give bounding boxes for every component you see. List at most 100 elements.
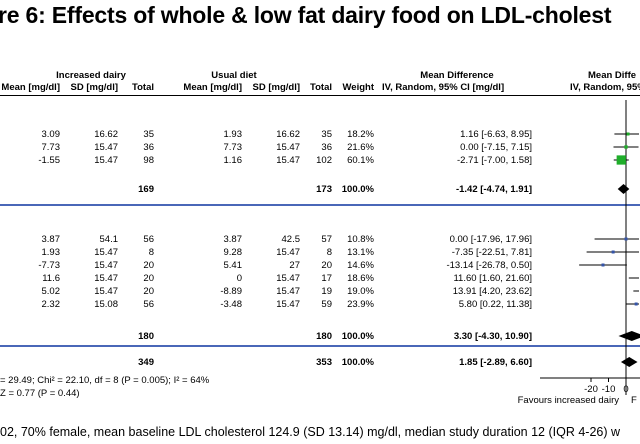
point-estimate-marker (624, 145, 628, 149)
col-md-method: IV, Random, 95% CI [mg/dl] (382, 82, 505, 93)
cell-sd1: 15.47 (94, 142, 118, 153)
cell-weight: 13.1% (347, 247, 374, 258)
cell-n1: 35 (143, 129, 154, 140)
cell-sd2: 16.62 (276, 129, 300, 140)
cell-sd2: 15.47 (276, 286, 300, 297)
subtotal-weight: 100.0% (341, 331, 374, 342)
cell-sd1: 15.08 (94, 299, 118, 310)
cell-mean1: -7.73 (38, 260, 60, 271)
cell-ci: 0.00 [-7.15, 7.15] (460, 142, 532, 153)
cell-weight: 18.6% (347, 273, 374, 284)
subtotal-n1: 169 (138, 184, 154, 195)
cell-weight: 10.8% (347, 234, 374, 245)
cell-ci: 0.00 [-17.96, 17.96] (449, 234, 532, 245)
subtotal-n2: 180 (316, 331, 332, 342)
cell-ci: 11.60 [1.60, 21.60] (453, 273, 532, 284)
cell-sd1: 54.1 (99, 234, 119, 245)
cell-n1: 20 (143, 273, 154, 284)
subtotal-n2: 173 (316, 184, 332, 195)
cell-n1: 56 (143, 299, 154, 310)
cell-sd1: 15.47 (94, 155, 118, 166)
cell-n1: 56 (143, 234, 154, 245)
cell-ci: 13.91 [4.20, 23.62] (452, 286, 532, 297)
col-md-method-right: IV, Random, 95% (570, 82, 640, 93)
cell-n2: 102 (316, 155, 332, 166)
cell-n1: 20 (143, 286, 154, 297)
cell-sd1: 15.47 (94, 286, 118, 297)
point-estimate-marker (601, 263, 605, 267)
cell-weight: 60.1% (347, 155, 374, 166)
group-header-usual: Usual diet (211, 70, 257, 81)
cell-n2: 57 (321, 234, 332, 245)
overall-n2: 353 (316, 357, 332, 368)
cell-mean2: 0 (236, 273, 242, 284)
cell-mean1: 7.73 (41, 142, 61, 153)
subgroup-divider (0, 345, 640, 347)
cell-mean1: 3.09 (41, 129, 61, 140)
cell-weight: 18.2% (347, 129, 374, 140)
cell-n2: 20 (321, 260, 332, 271)
cell-mean2: 9.28 (223, 247, 243, 258)
cell-ci: 1.16 [-6.63, 8.95] (460, 129, 532, 140)
favours-left-label: Favours increased dairy (518, 395, 620, 406)
x-tick-label: -20 (584, 384, 598, 395)
point-estimate-marker (611, 250, 615, 254)
col-sd1: SD [mg/dl] (70, 82, 119, 93)
cell-weight: 14.6% (347, 260, 374, 271)
cell-n2: 36 (321, 142, 332, 153)
figure-caption: 02, 70% female, mean baseline LDL choles… (0, 425, 621, 439)
cell-sd2: 15.47 (276, 155, 300, 166)
point-estimate-marker (624, 237, 628, 241)
favours-right-label: F (631, 395, 637, 406)
cell-n1: 20 (143, 260, 154, 271)
cell-mean2: -8.89 (220, 286, 242, 297)
cell-mean2: 5.41 (223, 260, 243, 271)
col-total2: Total (310, 82, 332, 93)
cell-mean1: 5.02 (41, 286, 61, 297)
cell-n2: 8 (326, 247, 332, 258)
cell-ci: -13.14 [-26.78, 0.50] (446, 260, 532, 271)
cell-weight: 23.9% (347, 299, 374, 310)
overall-n1: 349 (138, 357, 154, 368)
x-tick-label: -10 (602, 384, 616, 395)
cell-sd1: 15.47 (94, 273, 118, 284)
cell-sd2: 42.5 (281, 234, 301, 245)
cell-sd2: 15.47 (276, 299, 300, 310)
cell-n2: 19 (321, 286, 332, 297)
subtotal-diamond (618, 331, 640, 341)
cell-sd1: 15.47 (94, 247, 118, 258)
point-estimate-marker (616, 155, 626, 165)
cell-mean2: 7.73 (223, 142, 243, 153)
cell-n1: 36 (143, 142, 154, 153)
cell-sd2: 15.47 (276, 247, 300, 258)
cell-sd2: 27 (289, 260, 300, 271)
header-rule (0, 95, 640, 96)
x-tick-label: 0 (623, 384, 628, 395)
subtotal-ci: 3.30 [-4.30, 10.90] (453, 331, 532, 342)
overall-diamond (620, 357, 638, 367)
cell-mean1: -1.55 (38, 155, 60, 166)
subtotal-n1: 180 (138, 331, 154, 342)
cell-n1: 98 (143, 155, 154, 166)
group-header-md-right: Mean Diffe (588, 70, 637, 81)
subtotal-ci: -1.42 [-4.74, 1.91] (455, 184, 532, 195)
cell-weight: 21.6% (347, 142, 374, 153)
group-header-increased: Increased dairy (56, 70, 126, 81)
col-mean2: Mean [mg/dl] (183, 82, 242, 93)
cell-n1: 8 (148, 247, 154, 258)
subtotal-weight: 100.0% (341, 184, 374, 195)
cell-sd1: 16.62 (94, 129, 118, 140)
col-weight: Weight (342, 82, 375, 93)
cell-mean2: -3.48 (220, 299, 242, 310)
cell-ci: 5.80 [0.22, 11.38] (458, 299, 532, 310)
cell-sd1: 15.47 (94, 260, 118, 271)
cell-weight: 19.0% (347, 286, 374, 297)
cell-ci: -7.35 [-22.51, 7.81] (451, 247, 532, 258)
point-estimate-marker (626, 132, 630, 136)
overall-ci: 1.85 [-2.89, 6.60] (459, 357, 532, 368)
cell-mean1: 2.32 (41, 299, 61, 310)
overall-effect-test: Z = 0.77 (P = 0.44) (0, 388, 80, 399)
col-total1: Total (132, 82, 154, 93)
cell-mean1: 1.93 (41, 247, 61, 258)
cell-mean2: 3.87 (223, 234, 243, 245)
